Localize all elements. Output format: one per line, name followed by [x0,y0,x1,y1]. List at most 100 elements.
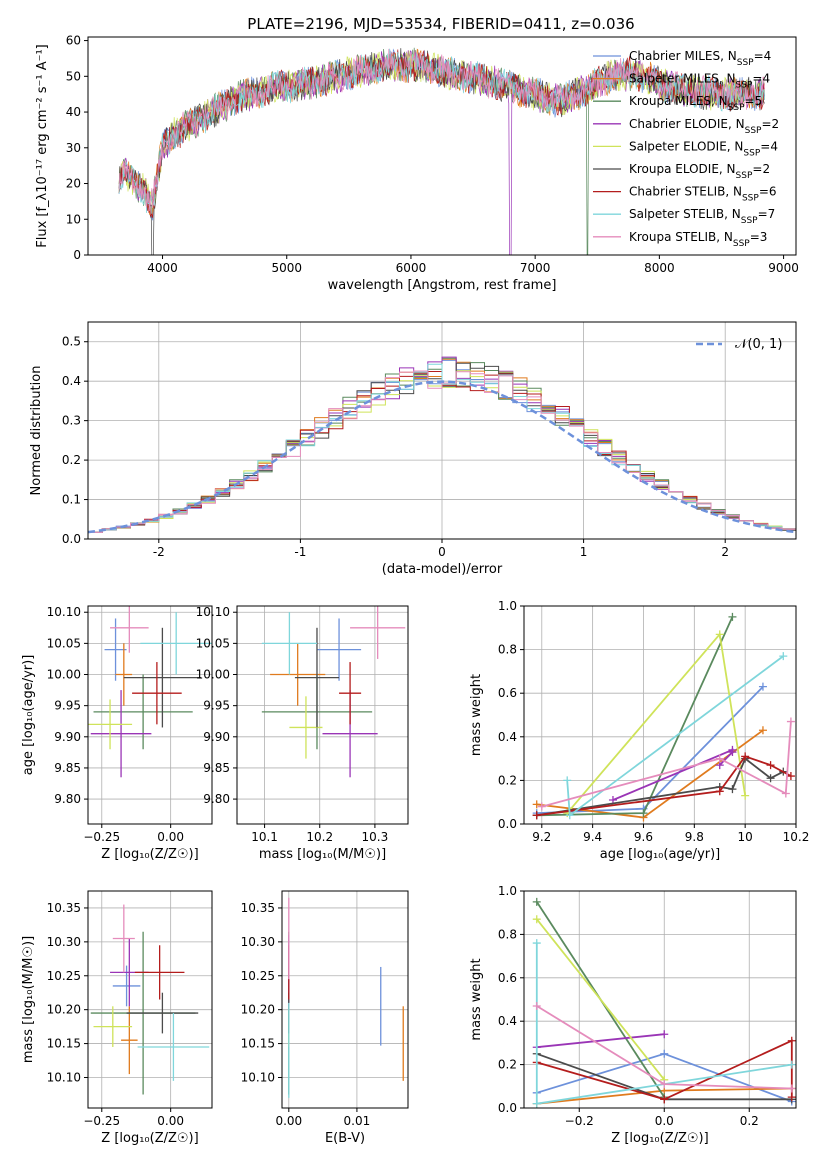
y-tick-label: 0.4 [498,1014,517,1028]
weight-point-marker [565,811,574,820]
x-tick-label: 10 [738,830,753,844]
axes-frame [281,890,409,1109]
y-tick-label: 1.0 [498,599,517,613]
spectrum-panel: 4000 5000 6000 7000 8000 9000 0 10 20 30 40 50 60 wav… [35,34,799,293]
plot-area [118,47,765,255]
weight-point-marker [532,1099,541,1108]
weight-series-line [536,757,784,817]
y-tick-label: 9.80 [203,792,230,806]
plot-area [90,904,210,1095]
weight-point-marker [787,1060,796,1069]
weight-point-marker [660,1030,669,1039]
weight-point-marker [728,785,737,794]
weight-point-marker [779,652,788,661]
weight-point-marker [537,802,546,811]
plot-area [88,606,212,778]
legend-label: Salpeter STELIB, NSSP=7 [629,207,775,226]
weight-point-marker [532,939,541,948]
y-tick-label: 10.15 [47,1037,81,1051]
weight-point-marker [766,761,775,770]
legend-label: Salpeter ELODIE, NSSP=4 [629,139,778,158]
age-vs-Z-panel: −0.25 0.00 9.80 9.85 9.90 9.95 10.00 10.05 10.10… [21,605,213,862]
y-tick-label: 10.10 [47,605,81,619]
weight-point-marker [758,726,767,735]
weight-point-marker [786,717,795,726]
legend-label: Kroupa ELODIE, NSSP=2 [629,162,770,181]
weight-point-marker [787,1036,796,1045]
y-tick-label: 20 [66,177,81,191]
y-axis-label: Normed distribution [29,366,44,496]
y-axis-label: Flux [f_λ10⁻¹⁷ erg cm⁻² s⁻¹ A⁻¹] [35,44,50,248]
y-tick-label: 0.6 [498,971,517,985]
weight-point-marker [639,809,648,818]
figure-title: PLATE=2196, MJD=53534, FIBERID=0411, z=0… [247,15,634,33]
x-axis-label: mass [log₁₀(M/M☉)] [259,847,386,862]
x-axis-label: wavelength [Angstrom, rest frame] [328,278,557,293]
x-axis-label: age [log₁₀(age/yr)] [600,847,721,862]
plot-area [288,897,404,1098]
spectrum-series-line [118,48,765,212]
x-tick-label: 6000 [396,261,427,275]
y-tick-label: 0 [73,248,81,262]
y-tick-label: 0.0 [498,817,517,831]
x-axis-label: Z [log₁₀(Z/Z☉)] [101,847,198,862]
weight-point-marker [787,1093,796,1102]
x-tick-label: 2 [721,545,729,559]
plot-area [88,356,796,534]
legend-label: Chabrier ELODIE, NSSP=2 [629,117,779,136]
x-tick-label: 10.2 [306,830,333,844]
y-tick-label: 10.10 [47,1070,81,1084]
y-tick-label: 0.1 [62,493,81,507]
x-tick-label: -1 [294,545,306,559]
y-tick-label: 10.00 [47,668,81,682]
y-axis-label: mass weight [469,674,484,756]
legend-label: 𝒩(0, 1) [735,337,782,352]
y-tick-label: 9.85 [54,761,81,775]
weight-point-marker [660,1095,669,1104]
weight-point-marker [532,800,541,809]
x-tick-label: 5000 [271,261,302,275]
weight-point-marker [563,776,572,785]
plot-area [261,606,406,778]
y-tick-label: 9.90 [203,730,230,744]
weight-vs-age-panel: 9.2 9.4 9.6 9.8 10 10.2 0.0 0.2 0.4 0.6 0.8 1.0 age … [469,599,809,862]
y-tick-label: 10.30 [241,935,275,949]
x-tick-label: 0.0 [655,1114,674,1128]
weight-point-marker [532,1002,541,1011]
x-tick-label: 10.1 [251,830,278,844]
plot-area [532,897,796,1108]
weight-point-marker [787,1084,796,1093]
x-axis-label: (data-model)/error [382,562,503,577]
weight-point-marker [532,915,541,924]
x-tick-label: −0.25 [83,830,120,844]
residuals-panel: -2 -1 0 1 2 0.0 0.1 0.2 0.3 0.4 0.5 (data-model)/er… [29,321,797,577]
axes-frame [523,890,797,1109]
weight-vs-Z-panel: −0.2 0.0 0.2 0.0 0.2 0.4 0.6 0.8 1.0 Z [log₁₀(Z/Z… [469,884,797,1146]
x-tick-label: 0.00 [157,830,184,844]
y-tick-label: 0.6 [498,686,517,700]
weight-series-line [536,1039,793,1101]
axes-frame [523,605,797,825]
legend: Chabrier MILES, NSSP=4 Salpeter MILES, NS… [593,49,779,249]
y-tick-label: 10.25 [47,969,81,983]
y-axis-label: mass weight [469,958,484,1040]
x-tick-label: 7000 [520,261,551,275]
weight-point-marker [728,612,737,621]
y-tick-label: 10.10 [196,605,230,619]
weight-point-marker [532,811,541,820]
y-axis-label: mass [log₁₀(M/M☉)] [21,936,36,1063]
x-tick-label: 0.2 [740,1114,759,1128]
weight-point-marker [532,897,541,906]
y-tick-label: 10 [66,212,81,226]
y-tick-label: 0.2 [498,773,517,787]
y-tick-label: 0.8 [498,643,517,657]
x-tick-label: 0.01 [344,1114,371,1128]
y-axis-label: age [log₁₀(age/yr)] [21,655,36,776]
weight-point-marker [766,774,775,783]
x-tick-label: 9.4 [583,830,602,844]
weight-series-line [535,943,792,1105]
axes-frame [87,605,213,825]
axes-frame [87,321,797,540]
y-tick-label: 10.35 [47,901,81,915]
